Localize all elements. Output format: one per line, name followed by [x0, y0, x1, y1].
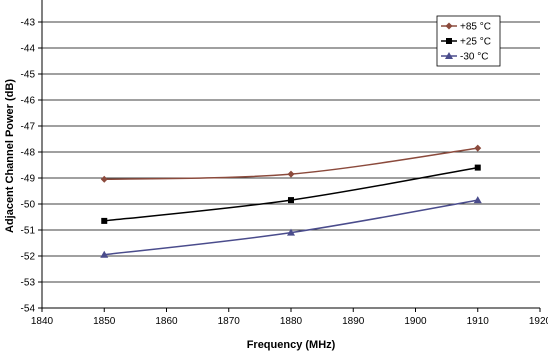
y-tick-label: -51 — [21, 226, 36, 237]
x-tick-label: 1900 — [404, 316, 427, 327]
y-axis-title: Adjacent Channel Power (dB) — [4, 79, 16, 233]
x-tick-label: 1840 — [31, 316, 54, 327]
y-tick-label: -46 — [21, 96, 36, 107]
y-tick-label: -50 — [21, 200, 36, 211]
x-tick-label: 1910 — [467, 316, 490, 327]
legend-marker — [445, 52, 453, 59]
series-line — [104, 199, 478, 256]
legend-marker — [445, 22, 453, 30]
y-tick-label: -48 — [21, 148, 36, 159]
y-tick-label: -42 — [21, 0, 36, 3]
x-tick-label: 1880 — [280, 316, 303, 327]
y-tick-label: -47 — [21, 122, 36, 133]
data-point — [287, 228, 295, 236]
x-axis-title: Frequency (MHz) — [247, 339, 336, 351]
data-point — [287, 170, 295, 178]
legend-label: -30 °C — [460, 52, 488, 63]
y-tick-label: -43 — [21, 18, 36, 29]
x-tick-label: 1870 — [218, 316, 241, 327]
legend: +85 °C +25 °C -30 °C — [436, 15, 501, 67]
series-lines — [100, 144, 482, 258]
y-tick-label: -53 — [21, 278, 36, 289]
data-point — [100, 250, 109, 258]
x-tick-label: 1860 — [155, 316, 178, 327]
y-tick-label: -45 — [21, 70, 36, 81]
data-point — [100, 175, 108, 183]
axes — [38, 0, 541, 312]
data-point — [474, 144, 482, 152]
data-point — [101, 217, 108, 224]
legend-label: +85 °C — [460, 22, 491, 33]
legend-marker — [446, 38, 452, 44]
data-point — [474, 164, 481, 171]
x-tick-label: 1850 — [93, 316, 116, 327]
x-tick-label: 1890 — [342, 316, 365, 327]
y-tick-label: -54 — [21, 304, 36, 315]
x-tick-label: 1920 — [529, 316, 548, 327]
y-tick-label: -49 — [21, 174, 36, 185]
y-tick-label: -44 — [21, 44, 36, 55]
data-point — [473, 196, 482, 204]
data-point — [288, 197, 294, 204]
legend-label: +25 °C — [460, 37, 491, 48]
y-tick-label: -52 — [21, 252, 36, 263]
tick-labels: -54 -53 -52 -51 -50 -49 -48 -47 -46 -45 -44 -43 -42 1… — [21, 0, 548, 327]
